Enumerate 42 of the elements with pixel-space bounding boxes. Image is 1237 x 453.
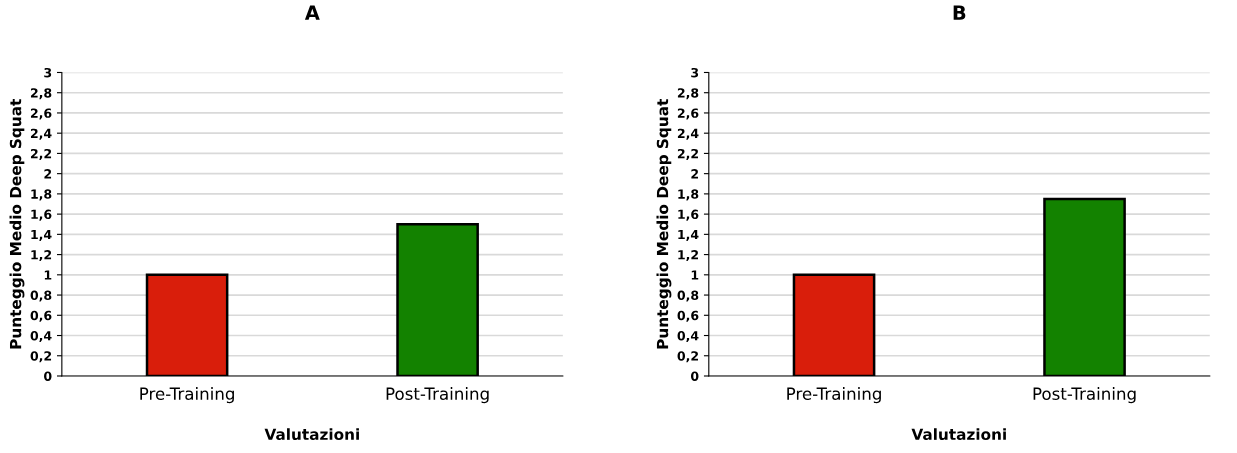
y-tick-label: 3	[44, 67, 52, 78]
y-tick-label: 1,4	[678, 229, 699, 241]
y-tick-label: 2,8	[677, 88, 699, 100]
x-tick-label: Post-Training	[1033, 387, 1136, 404]
y-tick-label: 2,6	[30, 108, 52, 120]
y-tick-label: 1,6	[678, 209, 699, 221]
y-tick-label: 0,4	[677, 330, 699, 343]
y-axis-title: Punteggio Medio Deep Squat	[656, 98, 672, 349]
y-tick-label: 0,8	[677, 290, 699, 302]
y-tick-label: 1,8	[31, 189, 52, 201]
y-tick-label: 1	[44, 270, 52, 280]
chart-title: A	[304, 5, 320, 20]
y-tick-label: 0,2	[30, 351, 52, 363]
y-tick-label: 1,8	[678, 189, 699, 201]
y-axis-title: Punteggio Medio Deep Squat	[9, 98, 25, 349]
y-tick-label: 1,6	[31, 209, 52, 221]
y-tick-label: 0,6	[677, 310, 699, 322]
x-axis-title: Valutazioni	[264, 428, 359, 441]
y-tick-label: 2	[691, 169, 698, 179]
y-tick-label: 0,8	[30, 290, 52, 302]
x-tick-label: Pre-Training	[140, 387, 234, 404]
y-tick-label: 2,2	[30, 148, 52, 160]
y-tick-label: 0	[44, 371, 52, 381]
y-tick-label: 1,2	[678, 250, 698, 262]
y-tick-label: 1,2	[31, 250, 52, 262]
y-tick-label: 2	[44, 169, 52, 179]
y-tick-label: 2,4	[30, 128, 52, 140]
y-tick-label: 0,6	[30, 310, 52, 322]
x-tick-label: Pre-Training	[787, 387, 881, 404]
y-tick-label: 1,4	[31, 229, 52, 241]
y-tick-label: 3	[691, 67, 699, 78]
x-axis-title: Valutazioni	[911, 428, 1006, 441]
y-tick-label: 2,2	[677, 148, 698, 160]
chart-title: B	[953, 5, 966, 20]
y-tick-label: 1	[691, 270, 699, 280]
y-tick-label: 0	[690, 371, 699, 381]
y-tick-label: 0,4	[30, 330, 52, 343]
y-tick-label: 2,4	[677, 128, 699, 140]
y-tick-label: 0,2	[677, 351, 698, 363]
y-tick-label: 2,6	[677, 108, 699, 120]
x-tick-label: Post-Training	[386, 387, 489, 404]
y-tick-label: 2,8	[30, 88, 52, 100]
